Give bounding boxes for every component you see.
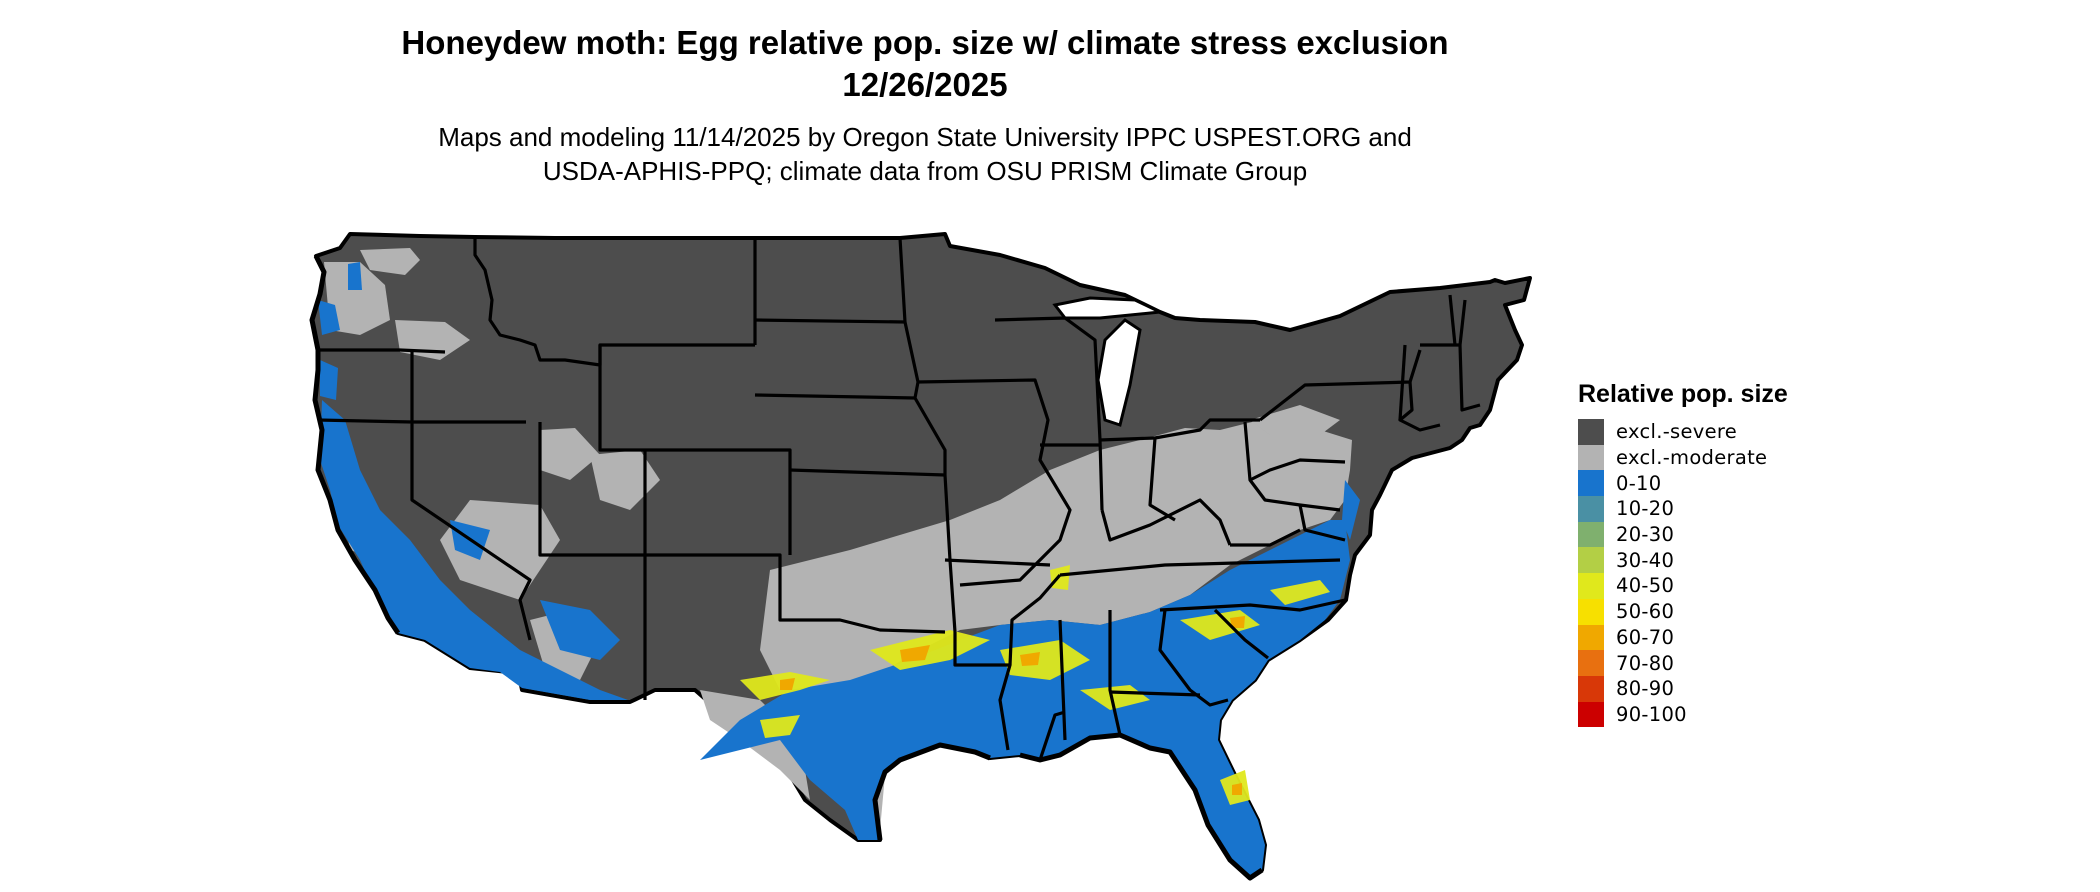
legend-swatch bbox=[1578, 624, 1604, 651]
legend-swatch bbox=[1578, 419, 1604, 445]
coastline bbox=[309, 254, 1264, 881]
state-borders bbox=[317, 237, 1481, 761]
legend-swatch bbox=[1578, 650, 1604, 676]
header: Honeydew moth: Egg relative pop. size w/… bbox=[200, 22, 1650, 188]
legend-title: Relative pop. size bbox=[1578, 380, 1788, 408]
legend-item: 40-50 bbox=[1578, 573, 1788, 599]
legend-swatch bbox=[1578, 701, 1604, 728]
legend-swatch bbox=[1578, 547, 1604, 574]
legend: Relative pop. size excl.-severe excl.-mod… bbox=[1578, 380, 1788, 728]
legend-item: 30-40 bbox=[1578, 547, 1788, 574]
legend-item: excl.-severe bbox=[1578, 419, 1788, 445]
legend-item: 80-90 bbox=[1578, 675, 1788, 702]
legend-label: 50-60 bbox=[1616, 600, 1675, 624]
legend-label: 40-50 bbox=[1616, 574, 1675, 598]
legend-item: 90-100 bbox=[1578, 701, 1788, 728]
subtitle-line-1: Maps and modeling 11/14/2025 by Oregon S… bbox=[438, 122, 1412, 152]
pop-60-70-regions bbox=[780, 616, 1245, 795]
legend-item: 70-80 bbox=[1578, 650, 1788, 676]
legend-label: 70-80 bbox=[1616, 651, 1675, 675]
legend-label: 60-70 bbox=[1616, 625, 1675, 649]
legend-swatch bbox=[1578, 444, 1604, 471]
legend-item: 10-20 bbox=[1578, 496, 1788, 522]
map-subtitle: Maps and modeling 11/14/2025 by Oregon S… bbox=[200, 120, 1650, 188]
legend-swatch bbox=[1578, 496, 1604, 522]
legend-swatch bbox=[1578, 675, 1604, 702]
legend-label: 10-20 bbox=[1616, 497, 1675, 521]
great-lakes bbox=[1052, 296, 1166, 427]
legend-swatch bbox=[1578, 573, 1604, 599]
legend-items: excl.-severe excl.-moderate 0-10 10-20 20-30… bbox=[1578, 419, 1788, 728]
legend-label: 80-90 bbox=[1616, 677, 1675, 701]
legend-label: 30-40 bbox=[1616, 548, 1675, 572]
legend-swatch bbox=[1578, 598, 1604, 625]
legend-item: 20-30 bbox=[1578, 521, 1788, 548]
legend-item: 60-70 bbox=[1578, 624, 1788, 651]
pop-40-50-regions bbox=[740, 565, 1330, 805]
legend-item: 50-60 bbox=[1578, 598, 1788, 625]
legend-label: 20-30 bbox=[1616, 523, 1675, 547]
legend-item: 0-10 bbox=[1578, 470, 1788, 497]
legend-label: 0-10 bbox=[1616, 471, 1662, 495]
legend-swatch bbox=[1578, 470, 1604, 497]
legend-label: 90-100 bbox=[1616, 702, 1687, 726]
legend-label: excl.-moderate bbox=[1616, 446, 1768, 470]
title-line-1: Honeydew moth: Egg relative pop. size w/… bbox=[401, 24, 1449, 61]
legend-item: excl.-moderate bbox=[1578, 444, 1788, 471]
legend-label: excl.-severe bbox=[1616, 420, 1738, 444]
legend-swatch bbox=[1578, 521, 1604, 548]
map-title: Honeydew moth: Egg relative pop. size w/… bbox=[200, 22, 1650, 106]
subtitle-line-2: USDA-APHIS-PPQ; climate data from OSU PR… bbox=[542, 156, 1308, 186]
title-line-2: 12/26/2025 bbox=[842, 66, 1008, 103]
